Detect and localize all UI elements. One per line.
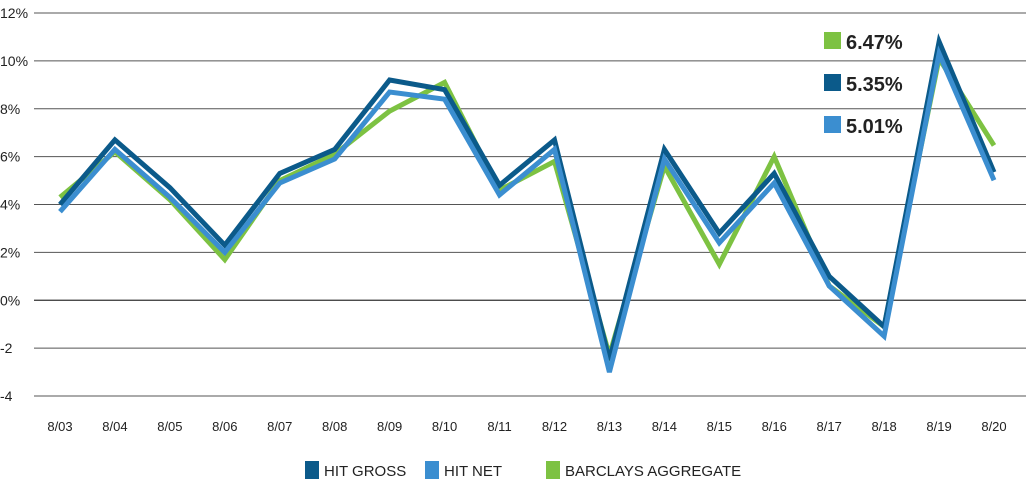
- x-tick-label: 8/13: [597, 419, 622, 434]
- x-tick-label: 8/18: [871, 419, 896, 434]
- x-tick-label: 8/03: [47, 419, 72, 434]
- value-callouts: 6.47% 5.35% 5.01%: [824, 32, 903, 138]
- y-tick-label: 10%: [0, 53, 28, 69]
- x-tick-label: 8/04: [102, 419, 127, 434]
- x-tick-label: 8/15: [707, 419, 732, 434]
- callout-value: 6.47%: [846, 32, 903, 54]
- x-tick-label: 8/19: [926, 419, 951, 434]
- series-lines: [58, 33, 997, 373]
- legend-swatch: [546, 461, 560, 479]
- legend-swatch: [305, 461, 319, 479]
- legend-label: BARCLAYS AGGREGATE: [565, 463, 741, 480]
- y-axis: -4 -2 0% 2% 4% 6% 8% 10% 12%: [0, 5, 28, 404]
- y-tick-label: 2%: [0, 244, 20, 260]
- x-tick-label: 8/08: [322, 419, 347, 434]
- y-tick-label: -4: [0, 388, 13, 404]
- series-line-hit-gross: [58, 33, 997, 361]
- x-tick-label: 8/17: [817, 419, 842, 434]
- y-tick-label: 4%: [0, 197, 20, 213]
- y-tick-label: -2: [0, 340, 13, 356]
- callout-swatch: [824, 74, 841, 91]
- y-tick-label: 6%: [0, 149, 20, 165]
- y-tick-label: 12%: [0, 5, 28, 21]
- callout-value: 5.35%: [846, 74, 903, 96]
- callout-swatch: [824, 116, 841, 133]
- legend-swatch: [425, 461, 439, 479]
- x-axis: 8/03 8/04 8/05 8/06 8/07 8/08 8/09 8/10 8/11 8/12…: [47, 419, 1006, 434]
- x-tick-label: 8/10: [432, 419, 457, 434]
- x-tick-label: 8/14: [652, 419, 677, 434]
- x-tick-label: 8/16: [762, 419, 787, 434]
- x-tick-label: 8/20: [981, 419, 1006, 434]
- x-tick-label: 8/12: [542, 419, 567, 434]
- gridlines: [34, 12, 1026, 397]
- callout-value: 5.01%: [846, 116, 903, 138]
- x-tick-label: 8/05: [157, 419, 182, 434]
- x-tick-label: 8/07: [267, 419, 292, 434]
- y-tick-label: 0%: [0, 292, 20, 308]
- y-tick-label: 8%: [0, 101, 20, 117]
- callout-swatch: [824, 32, 841, 49]
- legend-label: HIT NET: [444, 463, 502, 480]
- x-tick-label: 8/06: [212, 419, 237, 434]
- x-tick-label: 8/09: [377, 419, 402, 434]
- legend: HIT GROSS HIT NET BARCLAYS AGGREGATE: [305, 461, 741, 480]
- series-line-hit-net: [58, 45, 997, 373]
- x-tick-label: 8/11: [487, 419, 511, 434]
- legend-label: HIT GROSS: [324, 463, 406, 480]
